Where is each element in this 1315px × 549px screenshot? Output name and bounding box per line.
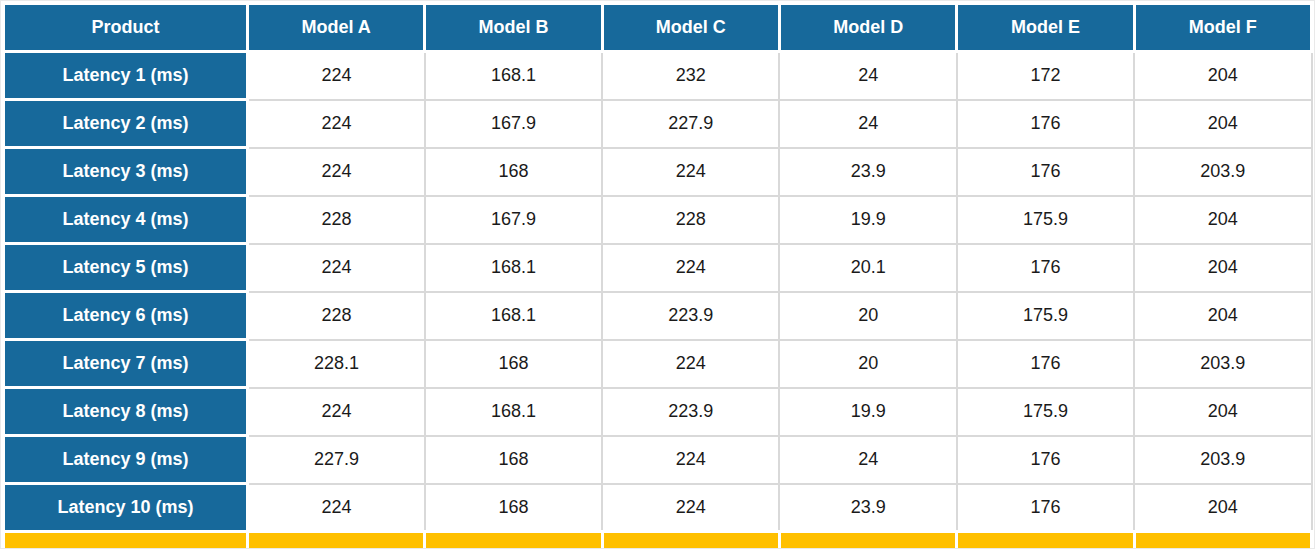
value-cell: 24 <box>779 100 956 148</box>
value-cell: 168 <box>425 436 602 484</box>
value-cell: 168 <box>425 148 602 196</box>
value-cell: 224 <box>602 244 779 292</box>
value-cell: 228 <box>248 292 425 340</box>
value-cell: 176 <box>957 340 1134 388</box>
table-body: Latency 1 (ms)224168.123224172204Latency… <box>4 52 1312 549</box>
value-cell: 224 <box>602 484 779 532</box>
column-header-model-d: Model D <box>779 4 956 52</box>
table-row: Latency 1 (ms)224168.123224172204 <box>4 52 1312 100</box>
table-row: Latency 4 (ms)228167.922819.9175.9204 <box>4 196 1312 244</box>
column-header-model-f: Model F <box>1134 4 1311 52</box>
value-cell: 224 <box>248 148 425 196</box>
value-cell: 203.9 <box>1134 436 1311 484</box>
value-cell: 176 <box>957 100 1134 148</box>
column-header-model-a: Model A <box>248 4 425 52</box>
row-header: Latency 4 (ms) <box>4 196 248 244</box>
table-row: Latency 3 (ms)22416822423.9176203.9 <box>4 148 1312 196</box>
row-header: Latency 9 (ms) <box>4 436 248 484</box>
average-value-cell: 225.57 <box>602 532 779 549</box>
value-cell: 176 <box>957 148 1134 196</box>
value-cell: 223.9 <box>602 292 779 340</box>
column-header-model-b: Model B <box>425 4 602 52</box>
row-header: Latency 1 (ms) <box>4 52 248 100</box>
table-row: Latency 5 (ms)224168.122420.1176204 <box>4 244 1312 292</box>
latency-comparison-table: Product Model A Model B Model C Model D … <box>2 2 1313 549</box>
value-cell: 224 <box>248 100 425 148</box>
value-cell: 24 <box>779 436 956 484</box>
average-row-label: Average <box>4 532 248 549</box>
value-cell: 204 <box>1134 484 1311 532</box>
value-cell: 168.1 <box>425 292 602 340</box>
value-cell: 204 <box>1134 52 1311 100</box>
value-cell: 228 <box>248 196 425 244</box>
value-cell: 23.9 <box>779 148 956 196</box>
value-cell: 224 <box>602 436 779 484</box>
table-row: Latency 9 (ms)227.916822424176203.9 <box>4 436 1312 484</box>
row-header: Latency 8 (ms) <box>4 388 248 436</box>
table-row: Latency 8 (ms)224168.1223.919.9175.9204 <box>4 388 1312 436</box>
value-cell: 175.9 <box>957 292 1134 340</box>
value-cell: 175.9 <box>957 388 1134 436</box>
value-cell: 204 <box>1134 292 1311 340</box>
value-cell: 168.1 <box>425 388 602 436</box>
value-cell: 176 <box>957 436 1134 484</box>
value-cell: 204 <box>1134 244 1311 292</box>
table-row: Latency 7 (ms)228.116822420176203.9 <box>4 340 1312 388</box>
value-cell: 19.9 <box>779 388 956 436</box>
value-cell: 227.9 <box>602 100 779 148</box>
value-cell: 168 <box>425 484 602 532</box>
value-cell: 20 <box>779 340 956 388</box>
column-header-product: Product <box>4 4 248 52</box>
value-cell: 172 <box>957 52 1134 100</box>
value-cell: 167.9 <box>425 196 602 244</box>
header-row: Product Model A Model B Model C Model D … <box>4 4 1312 52</box>
value-cell: 224 <box>248 484 425 532</box>
table-row: Latency 6 (ms)228168.1223.920175.9204 <box>4 292 1312 340</box>
value-cell: 227.9 <box>248 436 425 484</box>
value-cell: 204 <box>1134 100 1311 148</box>
value-cell: 176 <box>957 484 1134 532</box>
value-cell: 19.9 <box>779 196 956 244</box>
average-value-cell: 21.97 <box>779 532 956 549</box>
average-value-cell: 168.02 <box>425 532 602 549</box>
value-cell: 24 <box>779 52 956 100</box>
value-cell: 204 <box>1134 388 1311 436</box>
value-cell: 168.1 <box>425 244 602 292</box>
row-header: Latency 3 (ms) <box>4 148 248 196</box>
column-header-model-c: Model C <box>602 4 779 52</box>
value-cell: 20.1 <box>779 244 956 292</box>
value-cell: 224 <box>248 388 425 436</box>
row-header: Latency 10 (ms) <box>4 484 248 532</box>
row-header: Latency 7 (ms) <box>4 340 248 388</box>
value-cell: 167.9 <box>425 100 602 148</box>
value-cell: 168 <box>425 340 602 388</box>
column-header-model-e: Model E <box>957 4 1134 52</box>
value-cell: 176 <box>957 244 1134 292</box>
value-cell: 224 <box>602 148 779 196</box>
value-cell: 20 <box>779 292 956 340</box>
value-cell: 224 <box>602 340 779 388</box>
value-cell: 223.9 <box>602 388 779 436</box>
value-cell: 203.9 <box>1134 340 1311 388</box>
row-header: Latency 6 (ms) <box>4 292 248 340</box>
value-cell: 168.1 <box>425 52 602 100</box>
row-header: Latency 2 (ms) <box>4 100 248 148</box>
value-cell: 224 <box>248 244 425 292</box>
table-row: Latency 10 (ms)22416822423.9176204 <box>4 484 1312 532</box>
row-header: Latency 5 (ms) <box>4 244 248 292</box>
average-value-cell: 225.6 <box>248 532 425 549</box>
value-cell: 228 <box>602 196 779 244</box>
value-cell: 232 <box>602 52 779 100</box>
average-row: Average225.6168.02225.5721.97175.57203.9… <box>4 532 1312 549</box>
average-value-cell: 203.97 <box>1134 532 1311 549</box>
table-row: Latency 2 (ms)224167.9227.924176204 <box>4 100 1312 148</box>
value-cell: 175.9 <box>957 196 1134 244</box>
value-cell: 23.9 <box>779 484 956 532</box>
page: Product Model A Model B Model C Model D … <box>0 0 1315 549</box>
value-cell: 203.9 <box>1134 148 1311 196</box>
value-cell: 204 <box>1134 196 1311 244</box>
value-cell: 224 <box>248 52 425 100</box>
value-cell: 228.1 <box>248 340 425 388</box>
average-value-cell: 175.57 <box>957 532 1134 549</box>
